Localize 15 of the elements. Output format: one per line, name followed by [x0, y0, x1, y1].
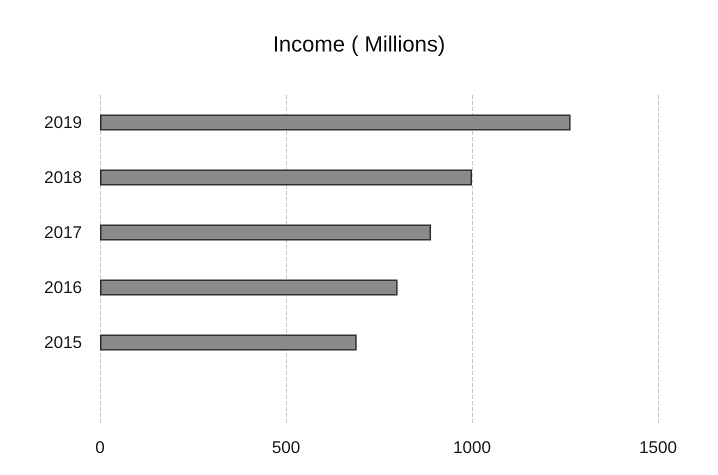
x-tick-label: 1500: [639, 438, 677, 457]
bar: [100, 334, 357, 350]
y-tick-label: 2018: [44, 168, 82, 187]
y-tick-label: 2019: [44, 113, 82, 132]
bar: [100, 114, 571, 130]
bar: [100, 280, 398, 296]
y-tick-label: 2017: [44, 223, 82, 242]
x-tick-label: 0: [95, 438, 105, 457]
chart-title: Income ( Millions): [272, 32, 446, 56]
x-tick-label: 1000: [453, 438, 491, 457]
bar: [100, 224, 432, 240]
bar: [100, 170, 472, 186]
y-tick-label: 2016: [44, 278, 82, 297]
y-tick-label: 2015: [44, 333, 82, 352]
x-tick-label: 500: [272, 438, 300, 457]
